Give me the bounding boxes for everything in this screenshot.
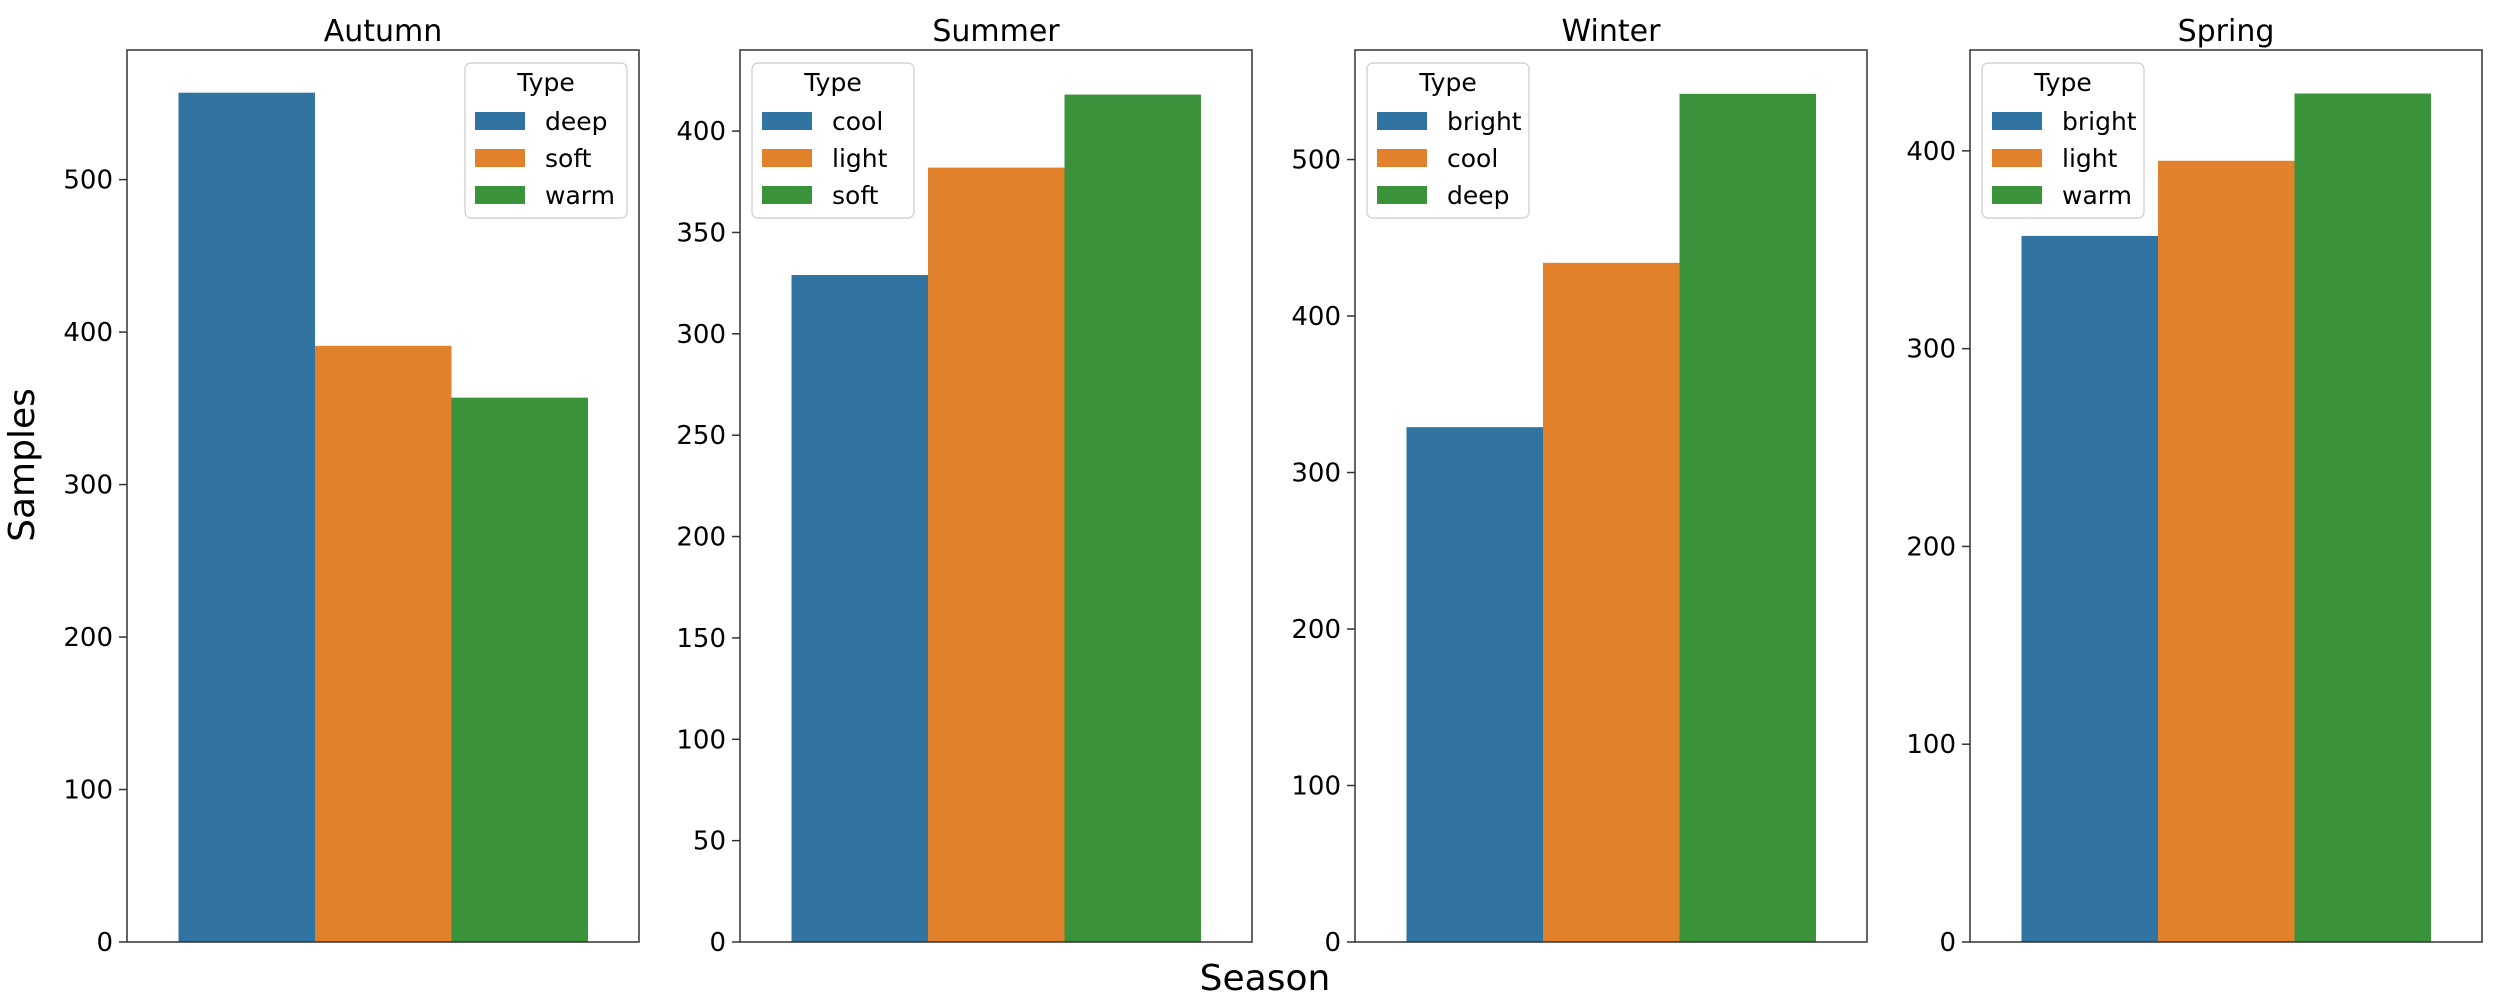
bar-autumn-soft [315, 345, 452, 942]
legend-label-cool: cool [832, 107, 883, 136]
legend-swatch [475, 186, 525, 204]
legend-label-bright: bright [2062, 107, 2137, 136]
legend-swatch [762, 112, 812, 130]
axes-frame [126, 49, 640, 943]
y-tick-label: 400 [63, 318, 113, 348]
y-tick-label: 100 [676, 725, 726, 755]
legend-swatch [475, 112, 525, 130]
legend-title: Type [516, 68, 574, 97]
bar-summer-soft [1064, 94, 1201, 943]
legend-swatch [762, 149, 812, 167]
bar-summer-light [928, 167, 1065, 943]
legend-swatch [1992, 112, 2042, 130]
y-tick-label: 100 [1291, 772, 1341, 802]
bar-winter-bright [1406, 427, 1543, 942]
legend-label-soft: soft [545, 144, 592, 173]
bar-autumn-deep [178, 92, 315, 942]
legend-label-deep: deep [1447, 181, 1510, 210]
legend-box [751, 62, 915, 219]
panel-title: Summer [932, 14, 1060, 49]
legend: Type bright light warm [1981, 62, 2145, 219]
y-tick-label: 200 [63, 623, 113, 653]
y-tick-label: 150 [676, 624, 726, 654]
bar-winter-deep [1679, 93, 1816, 942]
legend-title: Type [2033, 68, 2091, 97]
panel-spring: 0 100 200 300 400 Spring Type bright light warm [1906, 14, 2483, 958]
legend: Type deep soft warm [464, 62, 628, 219]
y-tick-label: 300 [676, 320, 726, 350]
bar-summer-cool [791, 275, 928, 942]
legend: Type bright cool deep [1366, 62, 1530, 219]
bar-autumn-warm [451, 397, 588, 943]
panel-title: Winter [1562, 14, 1662, 49]
legend-swatch [1377, 149, 1427, 167]
legend-swatch [1377, 112, 1427, 130]
y-tick-label: 300 [1291, 459, 1341, 489]
y-tick-label: 300 [63, 471, 113, 501]
legend-label-light: light [832, 144, 888, 173]
legend-label-warm: warm [2062, 181, 2132, 210]
y-tick-label: 250 [676, 421, 726, 451]
legend-label-deep: deep [545, 107, 608, 136]
axes-frame [1969, 49, 2483, 943]
y-tick-label: 200 [676, 523, 726, 553]
y-tick-label: 500 [63, 166, 113, 196]
legend-label-soft: soft [832, 181, 879, 210]
axes-frame [1354, 49, 1868, 943]
legend-title: Type [1418, 68, 1476, 97]
y-tick-label: 400 [676, 117, 726, 147]
y-tick-label: 500 [1291, 146, 1341, 176]
legend: Type cool light soft [751, 62, 915, 219]
y-tick-label: 100 [1906, 730, 1956, 760]
y-tick-label: 0 [96, 928, 113, 958]
x-axis-label: Season [1200, 958, 1331, 999]
bar-spring-warm [2294, 93, 2431, 942]
legend-box [1366, 62, 1530, 219]
y-tick-label: 400 [1291, 302, 1341, 332]
legend-swatch [1377, 186, 1427, 204]
panel-title: Spring [2178, 14, 2275, 49]
y-tick-label: 200 [1906, 532, 1956, 562]
y-axis-label: Samples [2, 388, 43, 542]
panel-autumn: 0 100 200 300 400 500 Autumn Type deep soft warm [63, 14, 640, 958]
legend-swatch [1992, 186, 2042, 204]
y-tick-label: 0 [1324, 928, 1341, 958]
y-tick-label: 100 [63, 776, 113, 806]
panel-winter: 0 100 200 300 400 500 Winter Type bright cool deep [1291, 14, 1868, 958]
legend-box [464, 62, 628, 219]
legend-label-warm: warm [545, 181, 615, 210]
legend-title: Type [803, 68, 861, 97]
y-tick-label: 400 [1906, 137, 1956, 167]
axes-frame [739, 49, 1253, 943]
panel-summer: 0 50 100 150 200 250 300 350 400 Summer Type cool li… [676, 14, 1253, 958]
legend-swatch [475, 149, 525, 167]
legend-label-light: light [2062, 144, 2118, 173]
legend-label-bright: bright [1447, 107, 1522, 136]
y-tick-label: 0 [709, 928, 726, 958]
bar-spring-light [2158, 160, 2295, 943]
legend-box [1981, 62, 2145, 219]
legend-swatch [762, 186, 812, 204]
y-tick-label: 0 [1939, 928, 1956, 958]
y-tick-label: 350 [676, 218, 726, 248]
panel-title: Autumn [324, 14, 443, 49]
y-tick-label: 200 [1291, 615, 1341, 645]
bar-winter-cool [1543, 262, 1680, 942]
legend-swatch [1992, 149, 2042, 167]
chart-panels: 0100200300400500AutumnTypedeepsoftwarm05… [63, 14, 2483, 958]
legend-label-cool: cool [1447, 144, 1498, 173]
y-tick-label: 300 [1906, 335, 1956, 365]
bar-spring-bright [2021, 235, 2158, 942]
y-tick-label: 50 [693, 827, 726, 857]
